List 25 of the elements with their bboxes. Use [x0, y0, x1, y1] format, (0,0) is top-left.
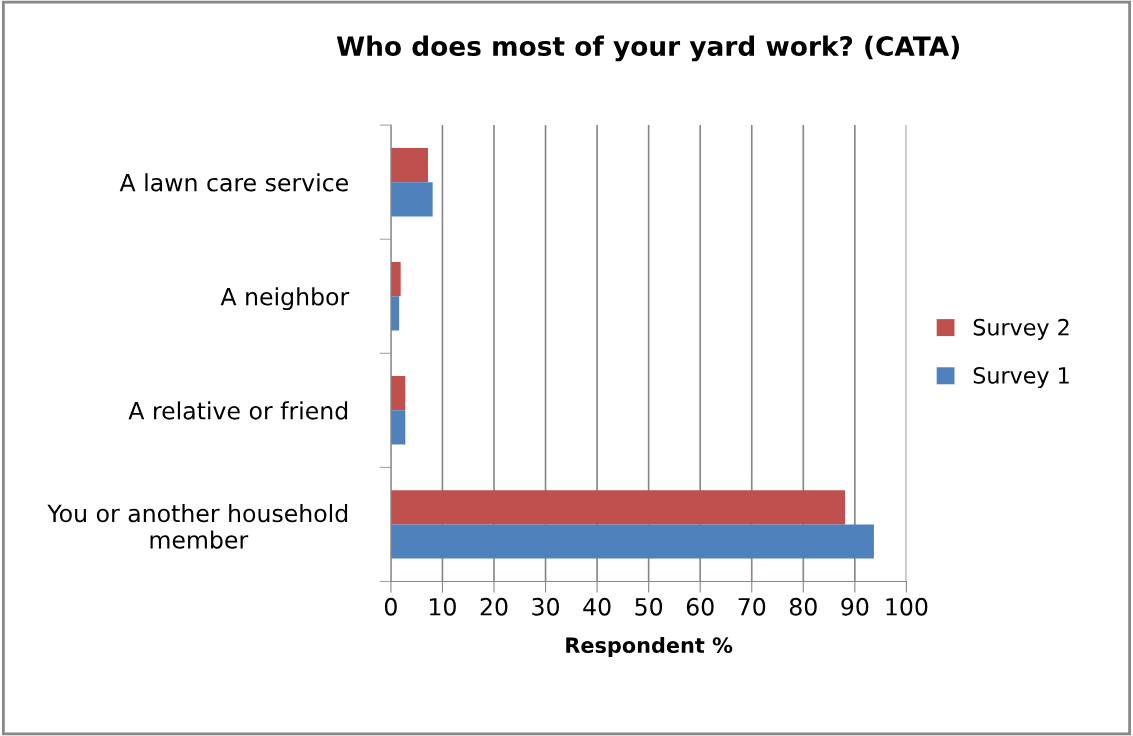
legend-label: Survey 1 — [973, 367, 1069, 389]
chart-title: Who does most of your yard work? (CATA) — [336, 35, 959, 62]
y-tick-label: You or another household member — [47, 504, 348, 549]
bar — [390, 524, 874, 559]
x-axis-title: Respondent % — [566, 636, 733, 658]
y-tick-label: A relative or friend — [128, 401, 348, 420]
x-tick-label: 30 — [532, 597, 559, 616]
x-tick-label: 40 — [583, 597, 611, 616]
x-tick-label: 70 — [738, 597, 766, 616]
x-tick-label: 60 — [686, 597, 714, 616]
x-tick-label: 50 — [635, 597, 663, 616]
x-tick-label: 90 — [841, 597, 869, 616]
legend-label: Survey 2 — [973, 318, 1069, 340]
x-tick-label: 100 — [886, 597, 928, 616]
x-tick-label: 10 — [430, 597, 456, 616]
bar — [390, 410, 406, 445]
bar — [390, 262, 401, 297]
x-tick-label: 80 — [789, 597, 817, 616]
y-tick-label: A neighbor — [220, 287, 350, 311]
x-tick-label: 0 — [384, 597, 397, 616]
bar — [390, 182, 433, 217]
bar — [390, 147, 428, 183]
bar — [390, 490, 846, 525]
y-tick-label: A lawn care service — [119, 173, 348, 192]
x-tick-label: 20 — [480, 597, 508, 616]
